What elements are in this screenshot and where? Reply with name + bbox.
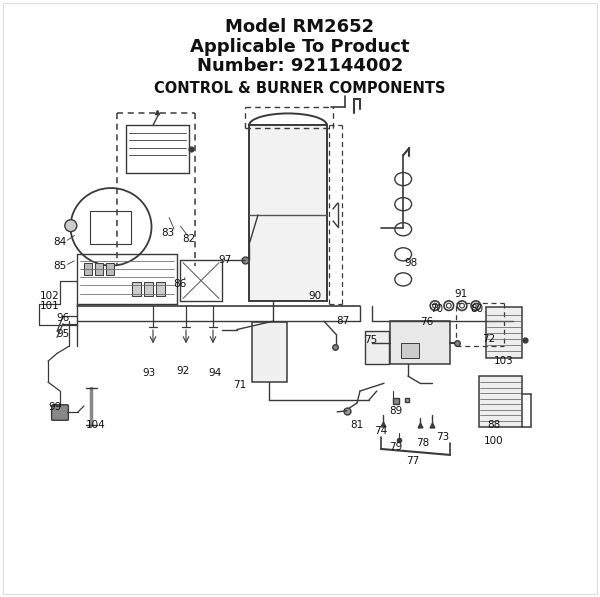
FancyBboxPatch shape [390,321,450,364]
Text: 88: 88 [487,420,500,430]
Text: 78: 78 [416,438,430,448]
Ellipse shape [65,220,77,232]
Text: 81: 81 [350,420,364,430]
Text: 102: 102 [40,291,59,300]
FancyBboxPatch shape [486,307,522,358]
Text: 77: 77 [406,456,419,466]
FancyBboxPatch shape [52,405,68,420]
Text: 90: 90 [308,291,322,300]
FancyBboxPatch shape [156,282,165,296]
Text: 95: 95 [56,330,70,339]
Text: 100: 100 [484,436,503,445]
FancyBboxPatch shape [132,282,141,296]
Text: 72: 72 [482,334,496,344]
Text: CONTROL & BURNER COMPONENTS: CONTROL & BURNER COMPONENTS [154,81,446,96]
Text: 80: 80 [470,304,484,313]
FancyBboxPatch shape [144,282,153,296]
FancyBboxPatch shape [84,263,92,275]
Text: 74: 74 [374,426,388,436]
Text: 99: 99 [49,402,62,412]
Text: 87: 87 [337,316,350,326]
FancyBboxPatch shape [401,343,419,358]
Text: 98: 98 [404,258,418,267]
FancyBboxPatch shape [106,263,114,275]
FancyBboxPatch shape [249,125,327,301]
Text: 89: 89 [389,406,403,416]
Text: 70: 70 [430,304,443,313]
Text: 103: 103 [494,356,514,366]
Text: Applicable To Product: Applicable To Product [190,38,410,56]
Text: 91: 91 [454,289,467,298]
Text: 75: 75 [364,336,377,345]
Text: 101: 101 [40,301,59,311]
Text: 76: 76 [421,318,434,327]
FancyBboxPatch shape [365,331,389,364]
Text: 79: 79 [389,442,403,451]
Text: 97: 97 [218,255,232,264]
Text: 86: 86 [173,279,187,288]
Text: 83: 83 [161,228,175,238]
FancyBboxPatch shape [479,376,522,427]
Text: 93: 93 [142,368,155,378]
Text: Number: 921144002: Number: 921144002 [197,57,403,75]
Text: 96: 96 [56,313,70,322]
Text: Model RM2652: Model RM2652 [226,18,374,36]
FancyBboxPatch shape [252,322,287,382]
Text: 85: 85 [53,261,67,270]
FancyBboxPatch shape [95,263,103,275]
Text: 71: 71 [233,380,247,390]
Text: 104: 104 [86,420,106,430]
Text: 94: 94 [208,368,221,378]
Text: 92: 92 [176,367,190,376]
Text: 84: 84 [53,237,67,247]
Text: 82: 82 [182,234,196,244]
Text: 73: 73 [436,432,449,442]
